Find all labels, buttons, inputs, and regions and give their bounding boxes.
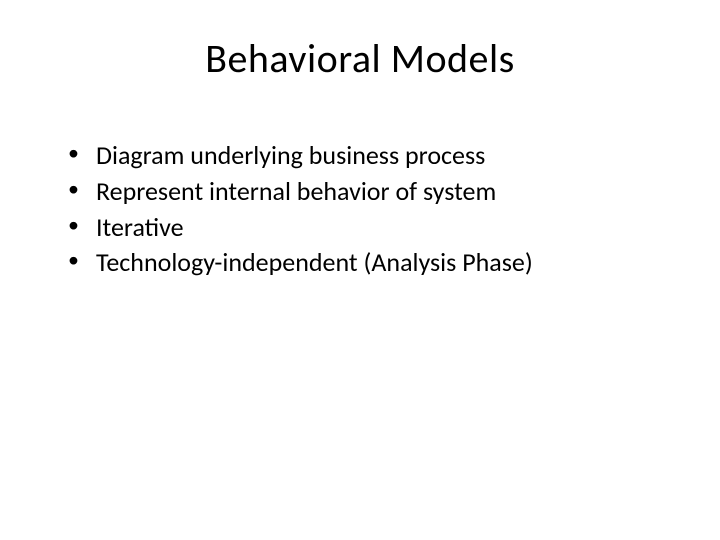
bullet-item: Technology-independent (Analysis Phase) [68,246,680,280]
bullet-item: Iterative [68,211,680,245]
slide-title: Behavioral Models [40,34,680,83]
bullet-list: Diagram underlying business process Repr… [40,139,680,280]
bullet-item: Diagram underlying business process [68,139,680,173]
bullet-item: Represent internal behavior of system [68,175,680,209]
